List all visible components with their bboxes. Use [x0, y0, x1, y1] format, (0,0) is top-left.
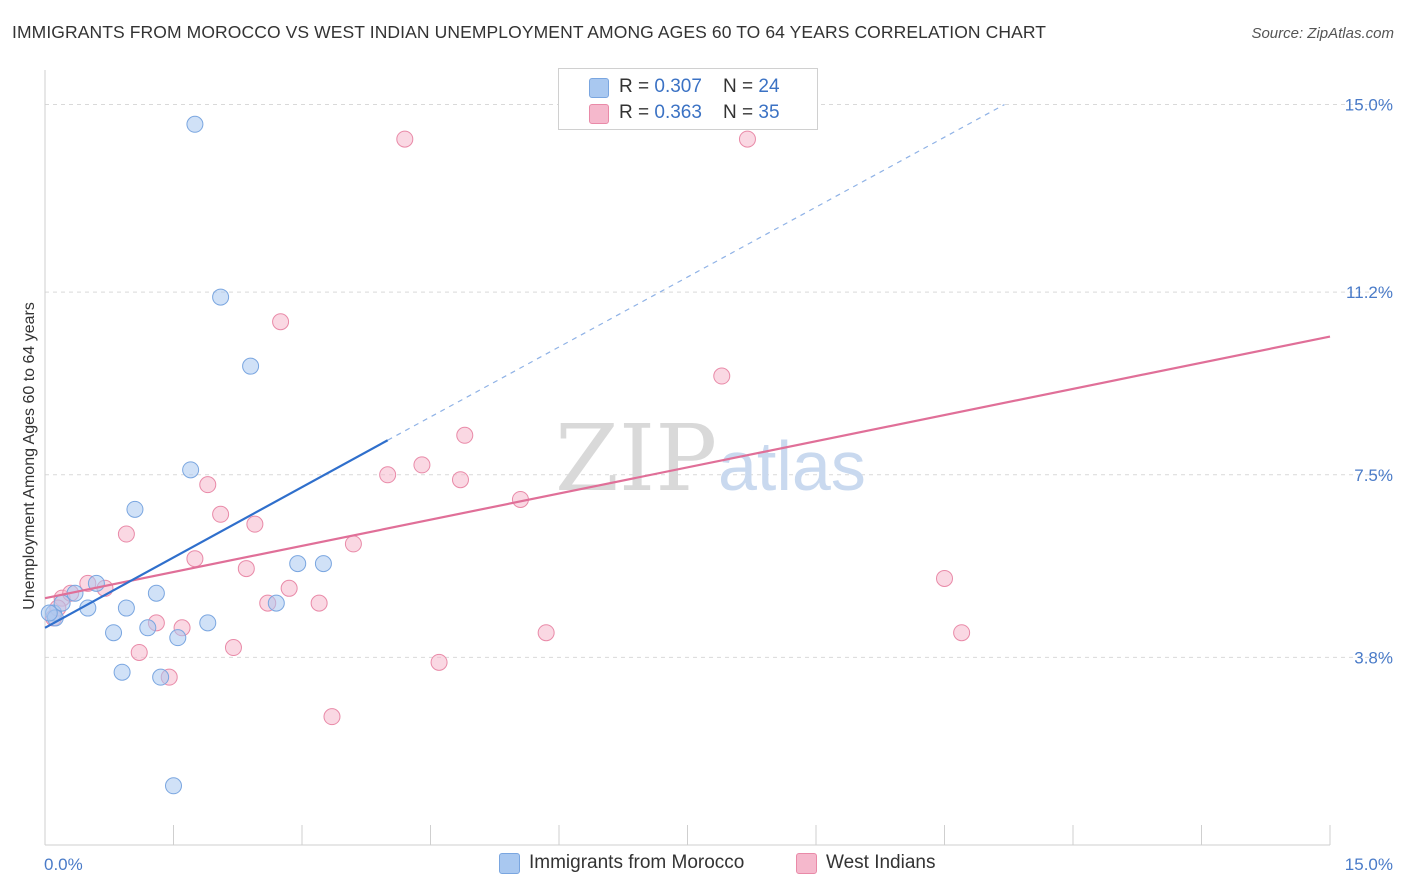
- morocco-point: [165, 777, 182, 795]
- morocco-point: [182, 461, 200, 479]
- west-indians-point: [310, 594, 328, 612]
- west-indians-point: [344, 535, 362, 553]
- legend-n-label: N =: [723, 102, 759, 123]
- legend-swatch-west-indians: [589, 104, 609, 124]
- morocco-point: [199, 614, 217, 632]
- west-indians-point: [224, 639, 242, 657]
- chart-title: IMMIGRANTS FROM MOROCCO VS WEST INDIAN U…: [12, 22, 1047, 42]
- west-indians-point: [246, 515, 264, 533]
- west-indians-point: [396, 130, 414, 148]
- bottom-legend-label-west-indians: West Indians: [826, 852, 936, 873]
- legend-r-label: R =: [619, 102, 655, 123]
- morocco-point: [212, 288, 230, 306]
- morocco-point: [267, 594, 285, 612]
- west-indians-point: [537, 624, 555, 642]
- legend-n-value: 24: [758, 76, 780, 97]
- grid-lines: [45, 104, 1390, 658]
- west-indians-point: [413, 456, 431, 474]
- morocco-point: [105, 624, 123, 642]
- west-indians-point: [953, 624, 971, 642]
- x-tick-label: 15.0%: [1345, 855, 1393, 874]
- west-indians-point: [713, 367, 731, 385]
- morocco-point: [186, 115, 204, 133]
- west-indians-point: [237, 560, 255, 578]
- west-indians-point: [936, 569, 953, 587]
- legend-r-value: 0.363: [654, 102, 702, 123]
- bottom-legend-label-morocco: Immigrants from Morocco: [529, 852, 745, 873]
- legend-n-label: N =: [723, 76, 759, 97]
- west-indians-point: [272, 313, 290, 331]
- west-indians-point: [323, 708, 341, 726]
- bottom-legend-swatch-west-indians: [796, 853, 817, 874]
- legend-n-value: 35: [758, 102, 780, 123]
- trend-lines: [44, 104, 1331, 629]
- watermark: ZIP atlas: [555, 405, 866, 512]
- west-indians-point: [379, 466, 397, 484]
- stats-legend: R = 0.307 N = 24 R = 0.363 N = 35: [558, 68, 818, 130]
- morocco-point: [242, 357, 260, 375]
- west-indians-point: [117, 525, 135, 543]
- west-indians-trend-line: [44, 335, 1331, 600]
- y-axis-label: Unemployment Among Ages 60 to 64 years: [21, 302, 38, 610]
- source-credit: Source: ZipAtlas.com: [1251, 25, 1394, 42]
- morocco-point: [113, 663, 131, 681]
- watermark-zip: ZIP: [555, 405, 717, 512]
- morocco-point: [289, 555, 307, 573]
- morocco-point: [169, 629, 187, 647]
- west-indians-point: [738, 130, 756, 148]
- morocco-trend-line: [44, 439, 389, 629]
- y-tick-label: 11.2%: [1346, 283, 1393, 302]
- axes: [44, 70, 1331, 846]
- west-indians-point: [451, 471, 469, 489]
- morocco-point: [40, 604, 58, 622]
- west-indians-point: [199, 476, 217, 494]
- morocco-trend-extension: [387, 104, 1005, 441]
- west-indians-point: [430, 653, 448, 671]
- west-indians-point: [212, 505, 230, 523]
- morocco-point: [147, 584, 165, 602]
- bottom-legend-swatch-morocco: [499, 853, 520, 874]
- y-tick-label: 7.5%: [1354, 466, 1393, 485]
- tick-labels: 3.8% 7.5% 11.2% 15.0% 0.0% 15.0%: [44, 96, 1393, 874]
- morocco-point: [126, 500, 144, 518]
- morocco-point: [139, 619, 157, 637]
- morocco-point: [314, 555, 332, 573]
- west-indians-point: [456, 426, 474, 444]
- watermark-atlas: atlas: [718, 427, 866, 505]
- west-indians-point: [280, 579, 298, 597]
- morocco-point: [152, 668, 170, 686]
- morocco-point: [117, 599, 135, 617]
- west-indians-point: [130, 643, 148, 661]
- y-tick-label: 3.8%: [1354, 648, 1393, 667]
- x-tick-label: 0.0%: [44, 855, 83, 874]
- legend-swatch-morocco: [589, 78, 609, 98]
- west-indians-point: [186, 550, 204, 568]
- legend-r-value: 0.307: [654, 76, 702, 97]
- legend-r-label: R =: [619, 76, 655, 97]
- y-tick-label: 15.0%: [1345, 96, 1393, 115]
